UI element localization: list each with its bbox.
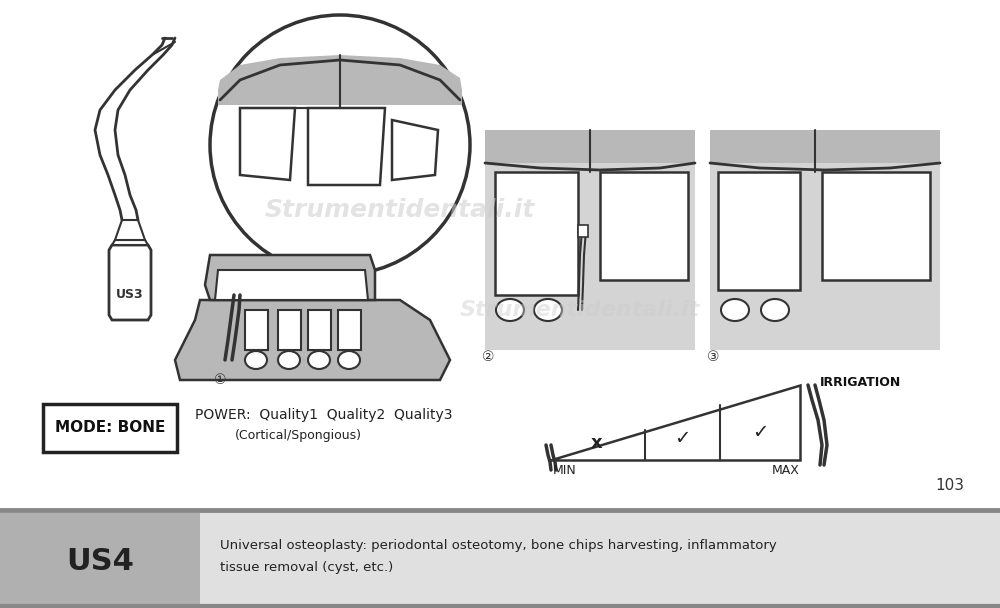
Polygon shape [115, 220, 145, 240]
Polygon shape [112, 240, 148, 245]
Text: ✓: ✓ [674, 429, 690, 447]
Text: ②: ② [482, 350, 494, 364]
Ellipse shape [721, 299, 749, 321]
Polygon shape [308, 310, 331, 350]
Polygon shape [240, 108, 295, 180]
Polygon shape [495, 172, 578, 295]
Polygon shape [392, 120, 438, 180]
Text: Universal osteoplasty: periodontal osteotomy, bone chips harvesting, inflammator: Universal osteoplasty: periodontal osteo… [220, 539, 777, 551]
Polygon shape [485, 130, 695, 163]
Polygon shape [822, 172, 930, 280]
Polygon shape [175, 300, 450, 380]
Polygon shape [600, 172, 688, 280]
Polygon shape [308, 108, 385, 185]
Text: US3: US3 [116, 289, 144, 302]
Text: ①: ① [214, 373, 226, 387]
Text: tissue removal (cyst, etc.): tissue removal (cyst, etc.) [220, 562, 393, 575]
Polygon shape [245, 310, 268, 350]
Ellipse shape [308, 351, 330, 369]
Text: MAX: MAX [772, 463, 800, 477]
Polygon shape [205, 255, 375, 300]
Polygon shape [278, 310, 301, 350]
Circle shape [210, 15, 470, 275]
Bar [485, 130, 695, 350]
Polygon shape [215, 270, 368, 300]
Ellipse shape [761, 299, 789, 321]
Bar [710, 130, 940, 350]
Text: Strumentidentali.it: Strumentidentali.it [460, 300, 700, 320]
Bar [0, 0, 1000, 510]
Ellipse shape [338, 351, 360, 369]
Polygon shape [109, 245, 151, 320]
Text: MIN: MIN [553, 463, 577, 477]
Text: (Cortical/Spongious): (Cortical/Spongious) [235, 429, 362, 441]
Ellipse shape [534, 299, 562, 321]
Text: IRRIGATION: IRRIGATION [820, 376, 901, 390]
Bar [0, 513, 200, 608]
Text: ③: ③ [707, 350, 719, 364]
Bar [578, 225, 588, 237]
Polygon shape [218, 55, 462, 105]
Text: MODE: BONE: MODE: BONE [55, 421, 165, 435]
Ellipse shape [278, 351, 300, 369]
Text: ✓: ✓ [752, 423, 768, 441]
FancyBboxPatch shape [43, 404, 177, 452]
Polygon shape [718, 172, 800, 290]
Text: 103: 103 [936, 477, 964, 492]
Polygon shape [338, 310, 361, 350]
Ellipse shape [496, 299, 524, 321]
Text: x: x [591, 434, 603, 452]
Text: US4: US4 [66, 547, 134, 576]
Polygon shape [550, 385, 800, 460]
Polygon shape [710, 130, 940, 163]
Bar [0, 513, 1000, 608]
Text: Strumentidentali.it: Strumentidentali.it [265, 198, 535, 222]
Text: POWER:  Quality1  Quality2  Quality3: POWER: Quality1 Quality2 Quality3 [195, 408, 452, 422]
Ellipse shape [245, 351, 267, 369]
